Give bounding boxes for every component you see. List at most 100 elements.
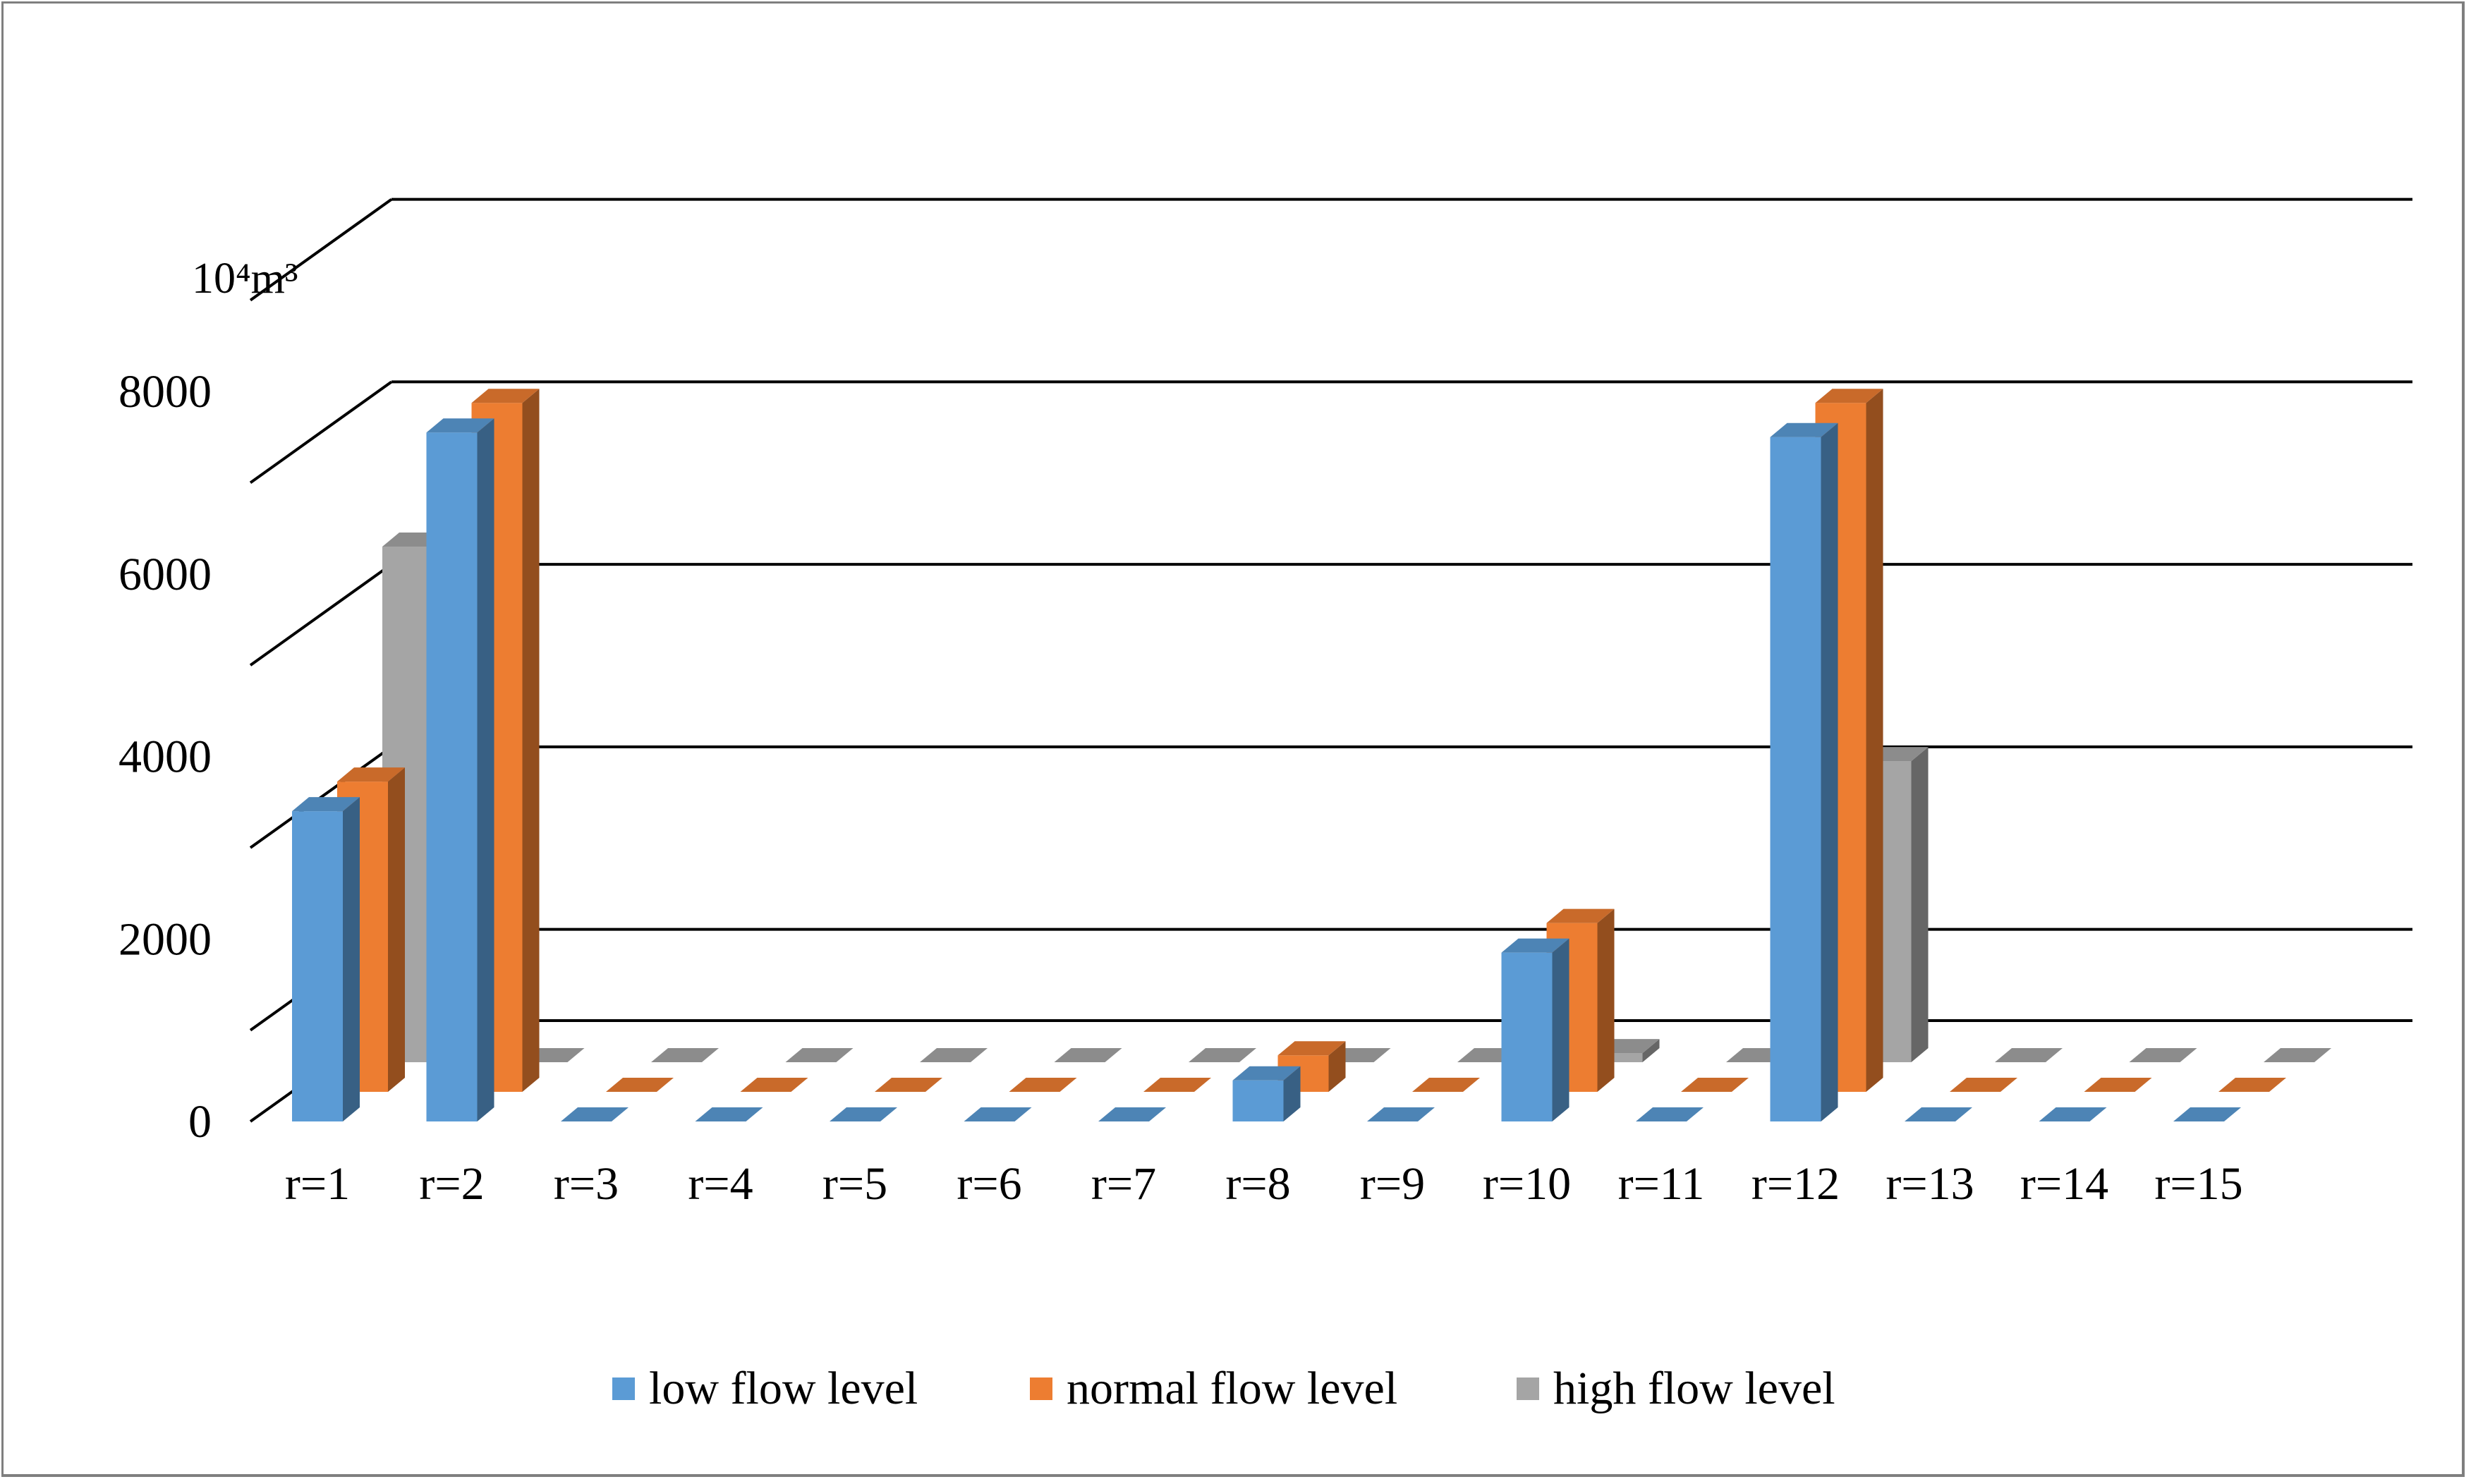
bar-top-face xyxy=(1367,1107,1435,1121)
bar-top-face xyxy=(875,1078,942,1092)
bar-high-flow-level-r-13 xyxy=(1995,1048,2063,1062)
legend-item-high-flow-level: high flow level xyxy=(1517,1363,1835,1414)
y-axis-unit-label: 10⁴m³ xyxy=(192,255,298,303)
bar-top-face xyxy=(695,1107,763,1121)
bar-high-flow-level-r-14 xyxy=(2129,1048,2197,1062)
bar-low-flow-level-r-9 xyxy=(1367,1107,1435,1121)
y-tick-label: 0 xyxy=(188,1096,212,1148)
bar-top-face xyxy=(1815,389,1883,403)
bar-normal-flow-level-r-11 xyxy=(1681,1078,1749,1092)
y-axis-ticks: 0 2000 4000 6000 8000 xyxy=(119,366,212,1148)
bar-normal-flow-level-r-7 xyxy=(1143,1078,1211,1092)
bar-top-face xyxy=(471,389,540,403)
bar-normal-flow-level-r-3 xyxy=(606,1078,674,1092)
bar-side-face xyxy=(1552,938,1570,1121)
bar-top-face xyxy=(785,1048,854,1062)
gridline-side-3 xyxy=(249,563,393,667)
bar-top-face xyxy=(606,1078,674,1092)
bar-top-face xyxy=(2218,1078,2286,1092)
bar-top-face xyxy=(1412,1078,1480,1092)
bar-top-face xyxy=(426,418,494,433)
bar-side-face xyxy=(343,797,360,1121)
bars xyxy=(292,389,2331,1121)
bar-side-face xyxy=(1283,1066,1301,1121)
bar-low-flow-level-r-10 xyxy=(1501,938,1570,1121)
bar-front-face xyxy=(1232,1080,1284,1121)
bar-side-face xyxy=(1597,908,1615,1092)
bar-top-face xyxy=(1950,1078,2017,1092)
x-tick-label-r-7: r=7 xyxy=(1091,1158,1156,1210)
legend-item-normal-flow-level: normal flow level xyxy=(1030,1363,1397,1414)
legend: low flow level normal flow level high flow… xyxy=(612,1363,1835,1414)
bar-top-face xyxy=(2173,1107,2241,1121)
x-tick-label-r-6: r=6 xyxy=(957,1158,1021,1210)
x-tick-label-r-1: r=1 xyxy=(285,1158,350,1210)
legend-swatch xyxy=(612,1377,635,1400)
bar-low-flow-level-r-8 xyxy=(1232,1066,1301,1121)
bar-low-flow-level-r-6 xyxy=(964,1107,1032,1121)
legend-label: low flow level xyxy=(649,1363,918,1414)
bar-high-flow-level-r-15 xyxy=(2264,1048,2331,1062)
bar-high-flow-level-r-4 xyxy=(785,1048,854,1062)
bar-normal-flow-level-r-9 xyxy=(1412,1078,1480,1092)
bar-top-face xyxy=(1009,1078,1077,1092)
bar-top-face xyxy=(740,1078,808,1092)
legend-swatch xyxy=(1030,1377,1052,1400)
y-tick-label: 8000 xyxy=(119,366,212,418)
bar-low-flow-level-r-15 xyxy=(2173,1107,2241,1121)
bar-top-face xyxy=(1681,1078,1749,1092)
bar-low-flow-level-r-1 xyxy=(292,797,360,1121)
bar-top-face xyxy=(1905,1107,1972,1121)
bar-normal-flow-level-r-5 xyxy=(875,1078,942,1092)
bar-low-flow-level-r-2 xyxy=(426,418,494,1121)
bar-top-face xyxy=(651,1048,719,1062)
bar-side-face xyxy=(1821,422,1838,1121)
bar-top-face xyxy=(1546,908,1615,923)
x-tick-label-r-10: r=10 xyxy=(1483,1158,1571,1210)
bar-high-flow-level-r-3 xyxy=(651,1048,719,1062)
x-tick-label-r-15: r=15 xyxy=(2154,1158,2242,1210)
gridline-side-4 xyxy=(249,380,393,485)
bar-top-face xyxy=(964,1107,1032,1121)
bar-top-face xyxy=(1143,1078,1211,1092)
legend-swatch xyxy=(1517,1377,1539,1400)
x-tick-label-r-14: r=14 xyxy=(2020,1158,2108,1210)
bar-top-face xyxy=(1501,938,1570,953)
bar-side-face xyxy=(1866,389,1883,1092)
bar-normal-flow-level-r-4 xyxy=(740,1078,808,1092)
y-tick-label: 4000 xyxy=(119,731,212,783)
bar-front-face xyxy=(1501,952,1553,1121)
bar-top-face xyxy=(561,1107,629,1121)
bar-top-face xyxy=(1189,1048,1256,1062)
bar-low-flow-level-r-3 xyxy=(561,1107,629,1121)
bar-normal-flow-level-r-8 xyxy=(1277,1041,1346,1092)
bar-top-face xyxy=(2084,1078,2152,1092)
bar-side-face xyxy=(388,767,405,1092)
legend-label: high flow level xyxy=(1553,1363,1835,1414)
x-tick-label-r-11: r=11 xyxy=(1618,1158,1705,1210)
bar-top-face xyxy=(1770,422,1838,437)
bar-top-face xyxy=(1098,1107,1166,1121)
bar-top-face xyxy=(1636,1107,1704,1121)
bar-top-face xyxy=(2129,1048,2197,1062)
bar-front-face xyxy=(426,432,478,1121)
x-tick-label-r-2: r=2 xyxy=(419,1158,484,1210)
bar-front-face xyxy=(292,811,343,1121)
bar-side-face xyxy=(522,389,540,1092)
bar-normal-flow-level-r-13 xyxy=(1950,1078,2017,1092)
bar-high-flow-level-r-5 xyxy=(920,1048,988,1062)
bar-low-flow-level-r-4 xyxy=(695,1107,763,1121)
x-tick-label-r-5: r=5 xyxy=(822,1158,887,1210)
bar-high-flow-level-r-7 xyxy=(1189,1048,1256,1062)
bar-top-face xyxy=(1232,1066,1301,1081)
x-tick-label-r-8: r=8 xyxy=(1225,1158,1290,1210)
bar-high-flow-level-r-6 xyxy=(1054,1048,1122,1062)
legend-item-low-flow-level: low flow level xyxy=(612,1363,918,1414)
bar-low-flow-level-r-5 xyxy=(830,1107,897,1121)
bar-low-flow-level-r-14 xyxy=(2039,1107,2107,1121)
x-axis-category-labels: r=1 r=2 r=3 r=4 r=5 r=6 r=7 r=8 r=9 r=10 r=11 r=12 r… xyxy=(285,1158,2243,1210)
bar-low-flow-level-r-12 xyxy=(1770,422,1838,1121)
bar-top-face xyxy=(920,1048,988,1062)
x-tick-label-r-13: r=13 xyxy=(1886,1158,1974,1210)
